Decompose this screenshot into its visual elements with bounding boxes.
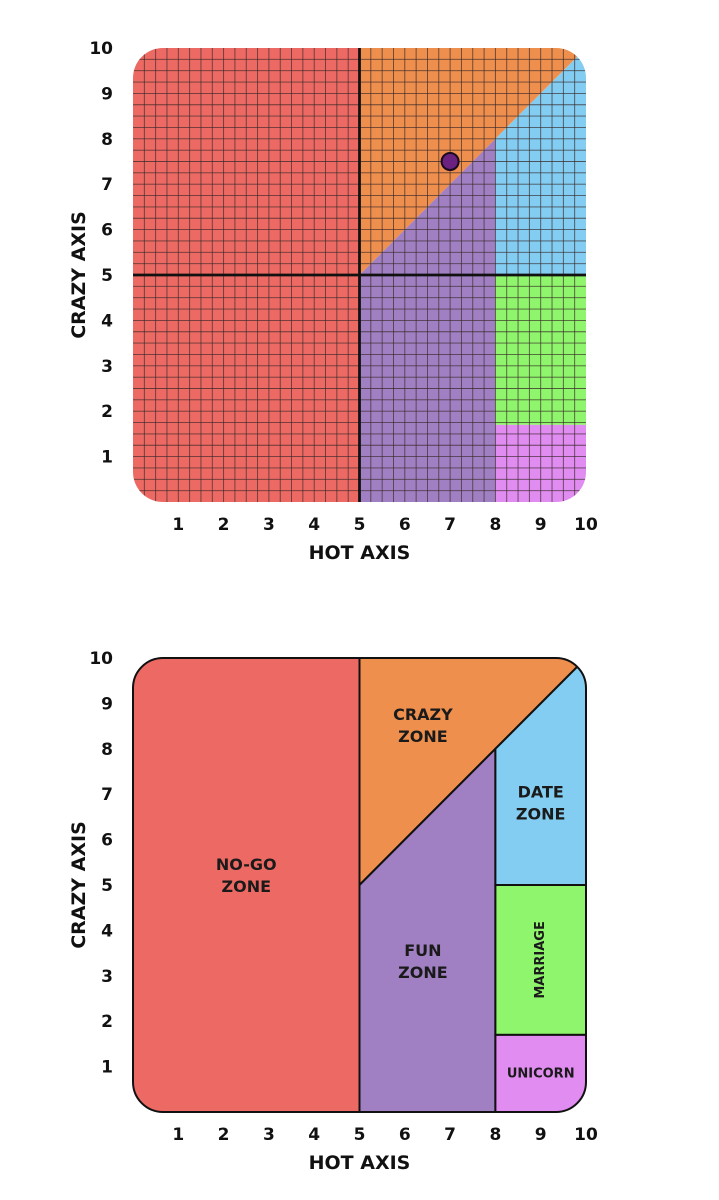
x-tick-label: 5 (354, 1125, 366, 1145)
hot-crazy-grid-chart: 1 2 3 4 5 6 7 8 9 10 1 2 3 4 5 6 7 8 9 10 HOT AXIS CRAZY AXIS (68, 39, 598, 564)
y-tick-label: 1 (101, 448, 113, 468)
y-tick-label: 7 (101, 175, 113, 195)
y-tick-label: 2 (101, 402, 113, 422)
y-tick-label: 9 (101, 694, 113, 714)
y-tick-label: 3 (101, 357, 113, 377)
zone-label-nogo: NO-GO ZONE (216, 854, 277, 895)
x-tick-label: 4 (308, 1125, 320, 1145)
zone-label-marriage: MARRIAGE (533, 921, 548, 998)
x-tick-label: 5 (354, 515, 366, 535)
hot-crazy-zones-chart: NO-GO ZONE CRAZY ZONE FUN ZONE DATE ZONE MARRIAG… (68, 649, 598, 1174)
x-tick-label: 6 (399, 1125, 411, 1145)
x-tick-label: 7 (444, 515, 456, 535)
y-tick-label: 5 (101, 266, 113, 286)
y-tick-label: 8 (101, 130, 113, 150)
zone-label-crazy: CRAZY ZONE (393, 705, 453, 746)
plot-area (133, 48, 586, 502)
y-tick-label: 4 (101, 311, 113, 331)
y-axis-title: CRAZY AXIS (68, 211, 90, 339)
x-tick-label: 10 (574, 1125, 598, 1145)
y-tick-label: 6 (101, 221, 113, 241)
y-tick-label: 8 (101, 740, 113, 760)
y-tick-label: 5 (101, 876, 113, 896)
y-tick-label: 10 (89, 649, 113, 669)
x-tick-label: 1 (172, 515, 184, 535)
zone-label-fun: FUN ZONE (398, 941, 448, 982)
plot-area (133, 658, 586, 1112)
y-tick-label: 4 (101, 921, 113, 941)
x-tick-label: 8 (489, 515, 501, 535)
y-axis-title: CRAZY AXIS (68, 821, 90, 949)
zone-nogo (133, 658, 361, 1112)
x-tick-label: 3 (263, 515, 275, 535)
x-tick-label: 4 (308, 515, 320, 535)
x-tick-label: 9 (535, 1125, 547, 1145)
y-tick-label: 2 (101, 1012, 113, 1032)
x-axis-title: HOT AXIS (309, 542, 411, 564)
y-tick-label: 1 (101, 1058, 113, 1078)
x-tick-label: 2 (218, 1125, 230, 1145)
x-tick-label: 10 (574, 515, 598, 535)
y-tick-label: 7 (101, 785, 113, 805)
y-tick-label: 10 (89, 39, 113, 59)
x-tick-label: 1 (172, 1125, 184, 1145)
x-tick-label: 7 (444, 1125, 456, 1145)
x-tick-label: 2 (218, 515, 230, 535)
zone-label-date: DATE ZONE (516, 782, 566, 823)
zone-label-unicorn: UNICORN (507, 1066, 575, 1081)
data-point-0 (440, 152, 460, 171)
y-tick-label: 9 (101, 84, 113, 104)
x-tick-label: 3 (263, 1125, 275, 1145)
y-tick-label: 6 (101, 831, 113, 851)
x-tick-label: 6 (399, 515, 411, 535)
zone-unicorn (494, 1033, 586, 1112)
x-tick-label: 8 (489, 1125, 501, 1145)
x-axis-title: HOT AXIS (309, 1152, 411, 1174)
y-tick-label: 3 (101, 967, 113, 987)
x-tick-label: 9 (535, 515, 547, 535)
plot-frame (132, 657, 587, 1113)
